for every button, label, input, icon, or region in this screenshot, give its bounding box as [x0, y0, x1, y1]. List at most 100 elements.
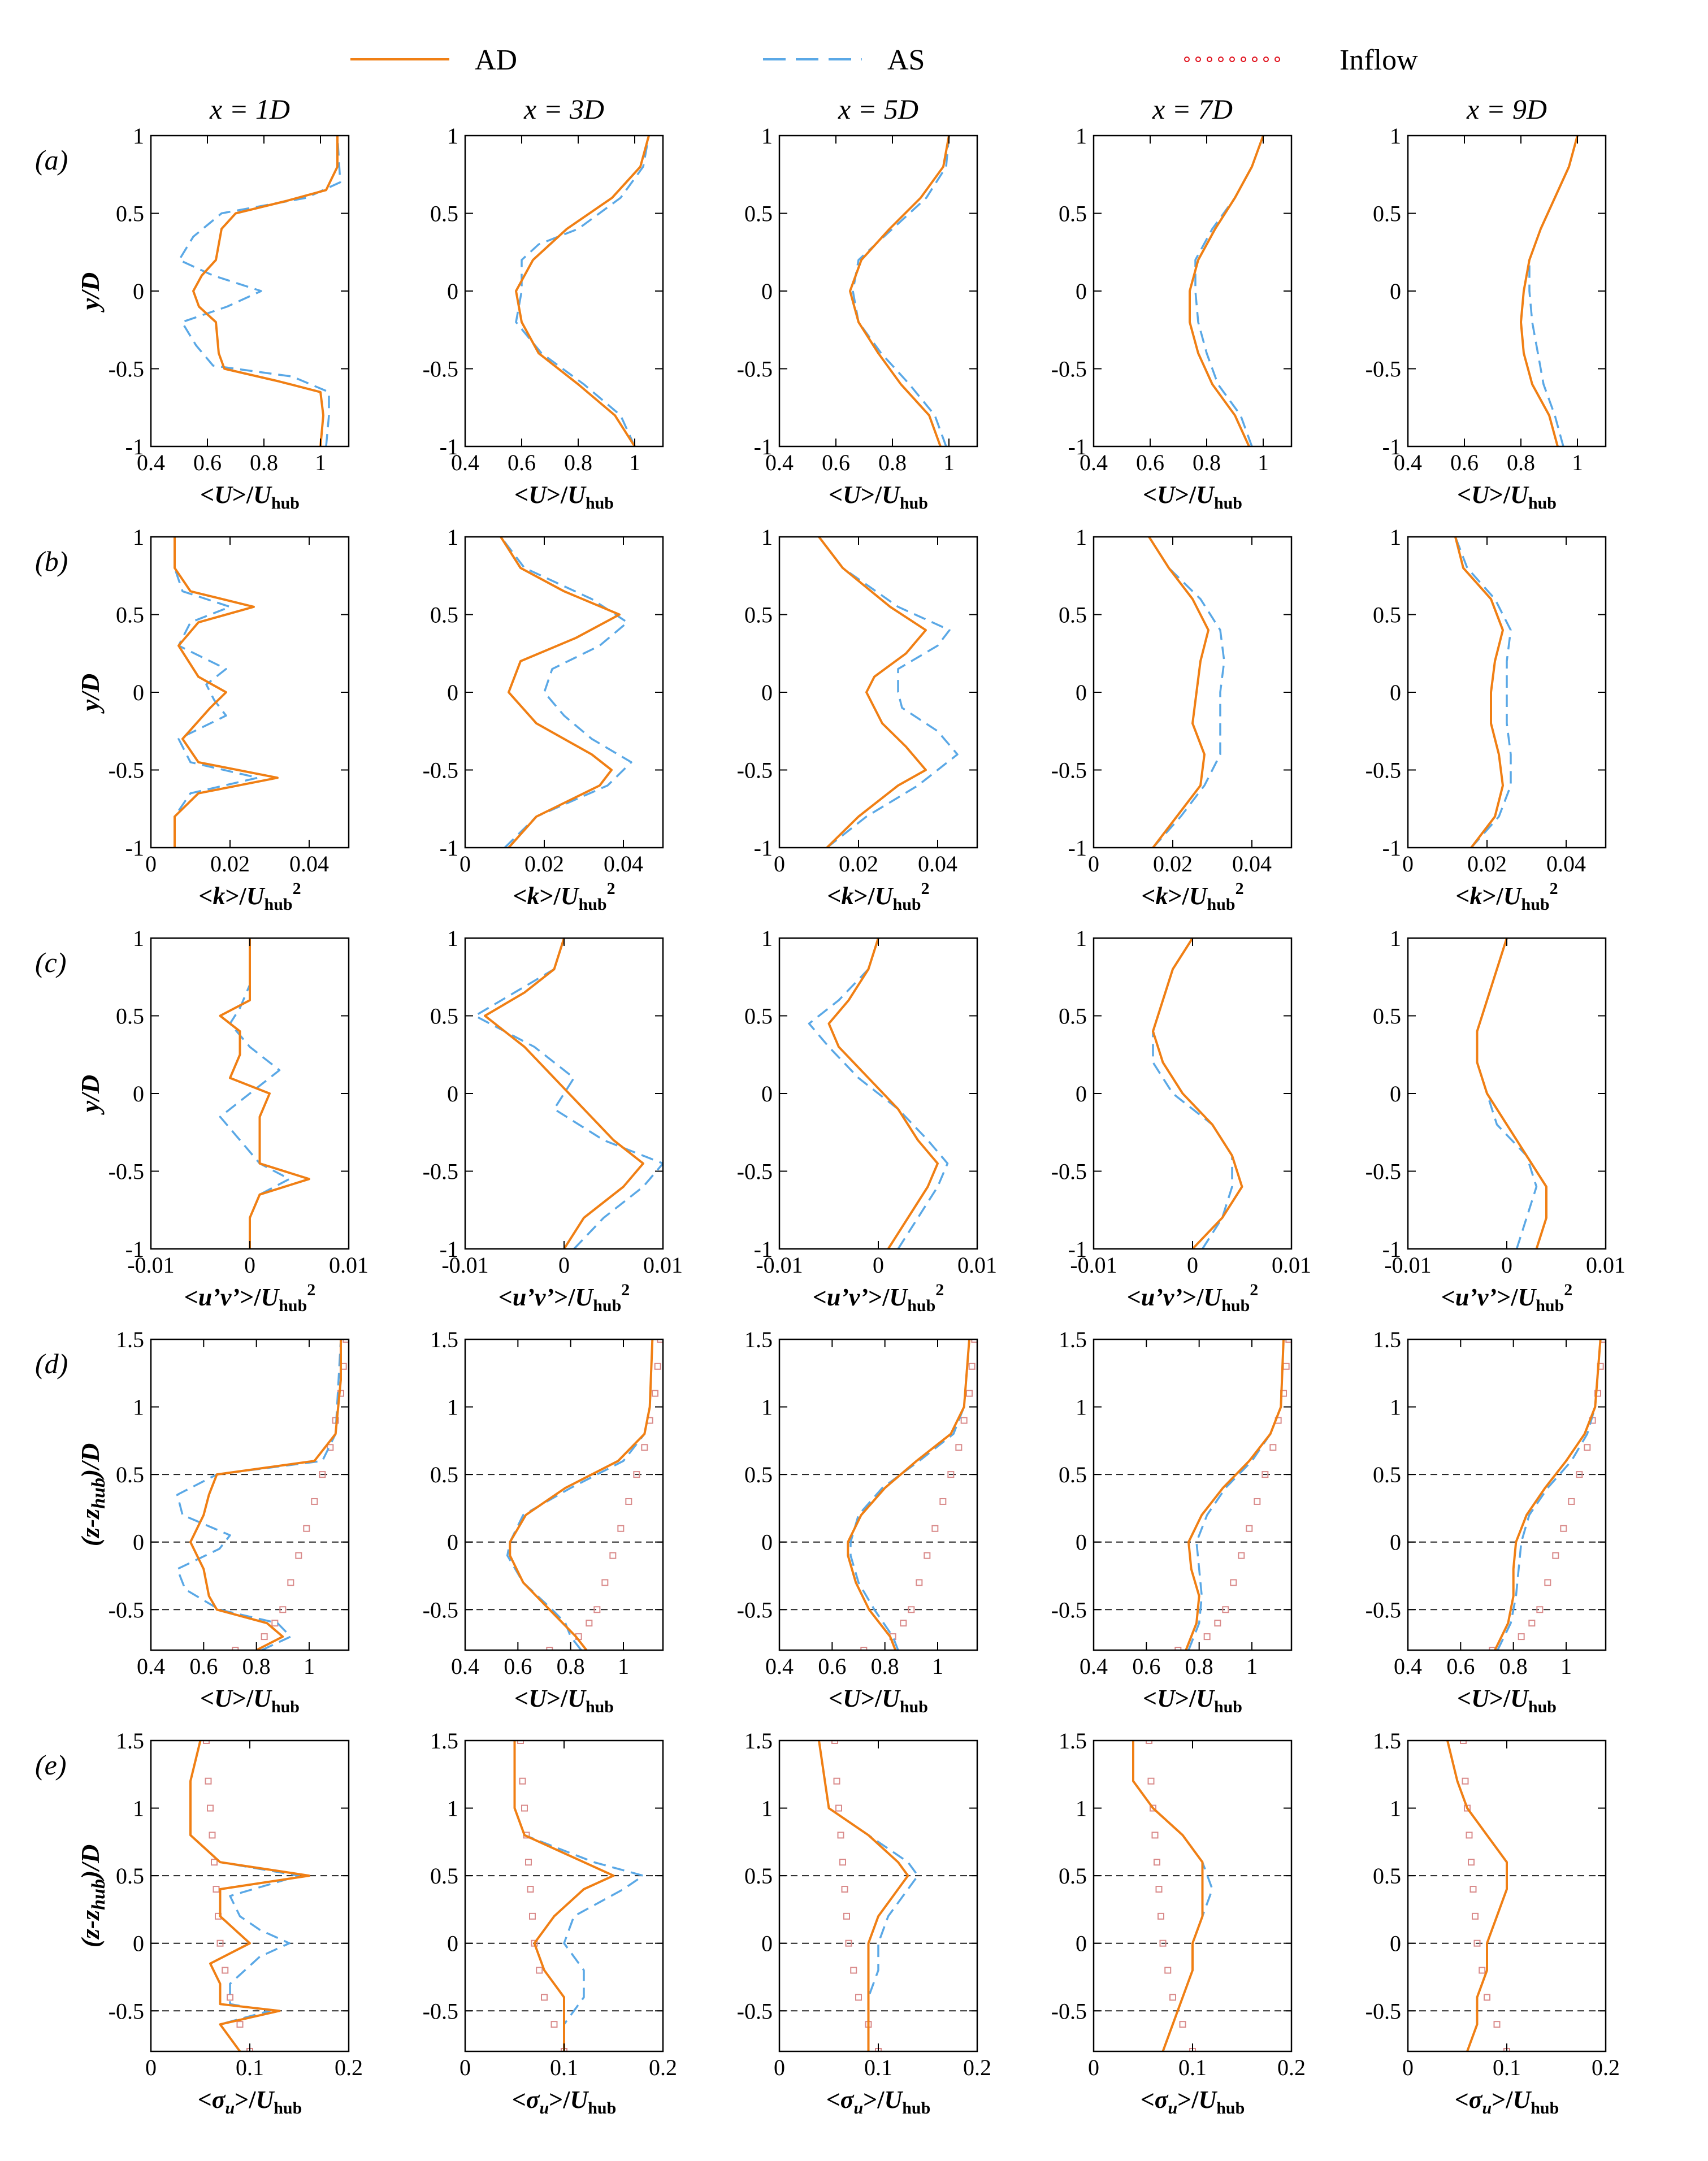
x-tick-label: 0.8 — [557, 1654, 585, 1679]
inflow-marker — [327, 1444, 334, 1451]
y-tick-label: 0.5 — [116, 201, 144, 227]
inflow-marker — [1214, 1620, 1221, 1627]
y-tick-label: -0.5 — [423, 357, 458, 382]
y-tick-label: 0.5 — [1059, 201, 1087, 227]
inflow-marker — [833, 1777, 840, 1785]
series-line-ad — [1454, 537, 1504, 848]
plot-frame — [1093, 1338, 1293, 1651]
x-tick-label: 0.8 — [250, 450, 278, 475]
inflow-marker — [1493, 2021, 1501, 2028]
x-tick-label: 0.8 — [1193, 450, 1221, 475]
series-group — [1454, 537, 1512, 848]
x-tick-label: 0.4 — [451, 450, 479, 475]
legend: AD AS Inflow — [350, 44, 1418, 76]
inflow-marker — [1544, 1579, 1551, 1586]
series-line-as — [852, 136, 950, 446]
plot-frame — [1407, 1338, 1607, 1651]
y-tick-label: 1 — [1390, 524, 1401, 550]
x-tick-label: -0.01 — [1070, 1252, 1117, 1278]
inflow-marker — [609, 1552, 617, 1559]
y-axis-label: (z-zhub)/D — [76, 1845, 109, 1948]
x-tick-label: 0.6 — [504, 1654, 532, 1679]
x-axis-label: <U>/Uhub — [1143, 481, 1242, 513]
y-tick-label: -0.5 — [737, 1597, 773, 1622]
inflow-marker — [1489, 1647, 1496, 1650]
y-tick-label: 1 — [447, 926, 458, 951]
inflow-marker — [1269, 1444, 1277, 1451]
x-tick-label: 0.01 — [1586, 1252, 1625, 1278]
inflow-marker — [841, 1886, 848, 1893]
column-title: x = 7D — [1152, 93, 1233, 125]
row-tag: (e) — [35, 1749, 67, 1781]
y-tick-label: 0 — [447, 680, 458, 705]
inflow-marker — [1560, 1525, 1567, 1532]
legend-item-ad: AD — [350, 44, 517, 76]
y-tick-label: 1.5 — [430, 1728, 458, 1754]
legend-swatch-dot — [1229, 57, 1235, 62]
y-tick-label: 0 — [761, 279, 773, 304]
inflow-marker — [586, 1620, 593, 1627]
y-tick-label: -1 — [1382, 835, 1401, 861]
y-tick-label: -0.5 — [423, 1159, 458, 1184]
y-tick-label: 0 — [1076, 279, 1087, 304]
inflow-marker — [1146, 1741, 1152, 1744]
series-group — [1489, 1339, 1606, 1650]
plot-frame — [464, 937, 664, 1250]
y-tick-label: 1.5 — [1059, 1327, 1087, 1352]
inflow-marker — [536, 1967, 543, 1974]
panel-d-4: 0.4 0.6 0.8 1 -0.5 0 0.5 1 1.5 <U>/Uhub — [1051, 1327, 1293, 1716]
y-tick-label: 0.5 — [1373, 1004, 1401, 1029]
panel-a-2: 0.4 0.6 0.8 1 -1 -0.5 0 0.5 1 <U>/Uhub — [423, 123, 664, 513]
inflow-marker — [1147, 1777, 1155, 1785]
y-tick-label: -0.5 — [109, 357, 144, 382]
series-line-as — [818, 537, 959, 848]
series-line-ad — [1189, 136, 1264, 446]
y-tick-label: 1 — [447, 123, 458, 149]
inflow-marker — [205, 1777, 212, 1785]
x-tick-label: 0 — [1402, 851, 1414, 876]
inflow-marker — [1169, 1994, 1176, 2001]
series-group — [1476, 938, 1547, 1249]
y-axis-label: y/D — [76, 1075, 105, 1115]
series-line-as — [1194, 136, 1264, 446]
plot-frame — [1093, 1739, 1293, 2052]
series-group — [189, 1741, 310, 2051]
inflow-marker — [1282, 1362, 1290, 1370]
inflow-marker — [521, 1804, 528, 1812]
y-tick-label: 0.5 — [430, 602, 458, 628]
inflow-marker — [1174, 1647, 1182, 1650]
plot-frame — [1093, 937, 1293, 1250]
panel-c-5: -0.01 0 0.01 -1 -0.5 0 0.5 1 <u’v’>/Uhub2 — [1365, 926, 1625, 1315]
inflow-marker — [1164, 1967, 1172, 1974]
inflow-marker — [641, 1444, 648, 1451]
series-line-as — [506, 1339, 654, 1650]
x-tick-label: 0.1 — [1178, 2055, 1207, 2080]
panel-d-3: 0.4 0.6 0.8 1 -0.5 0 0.5 1 1.5 <U>/Uhub — [737, 1327, 978, 1716]
x-tick-label: 0.6 — [1446, 1654, 1475, 1679]
series-group — [176, 1339, 349, 1650]
y-tick-label: -1 — [754, 835, 773, 861]
y-tick-label: 1.5 — [1059, 1728, 1087, 1754]
y-tick-label: 0.5 — [430, 1462, 458, 1487]
inflow-marker — [939, 1498, 947, 1505]
series-group — [818, 537, 959, 848]
inflow-marker — [527, 1886, 534, 1893]
series-line-ad — [1185, 1339, 1285, 1650]
x-tick-label: 0 — [774, 851, 785, 876]
inflow-marker — [845, 1939, 852, 1947]
plot-frame — [464, 1338, 664, 1651]
series-line-as — [1187, 1339, 1285, 1650]
series-group — [513, 1741, 644, 2051]
row-tag: (a) — [35, 144, 68, 176]
x-axis-label: <U>/Uhub — [829, 481, 928, 513]
inflow-marker — [968, 1362, 976, 1370]
y-tick-label: 0.5 — [116, 1462, 144, 1487]
inflow-marker — [213, 1886, 220, 1893]
y-tick-label: 0.5 — [430, 1863, 458, 1889]
y-tick-label: -0.5 — [423, 1597, 458, 1622]
y-tick-label: 1 — [447, 1796, 458, 1821]
x-tick-label: 0.4 — [451, 1654, 479, 1679]
y-tick-label: 1.5 — [116, 1327, 144, 1352]
x-axis-label: <u’v’>/Uhub2 — [498, 1281, 630, 1315]
y-tick-label: 0.5 — [430, 201, 458, 227]
